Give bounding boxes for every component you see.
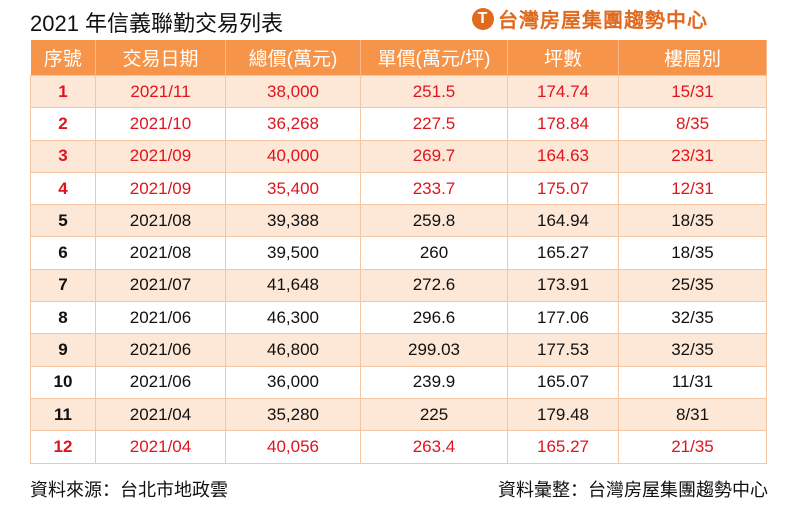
cell-floor: 21/35 [618, 430, 767, 464]
cell-date: 2021/10 [95, 107, 226, 141]
cell-total-price: 46,300 [225, 301, 361, 335]
cell-area: 165.27 [507, 236, 619, 270]
cell-index: 8 [30, 301, 96, 335]
cell-total-price: 36,268 [225, 107, 361, 141]
table-row: 3 2021/09 40,000 269.7 164.63 23/31 [30, 139, 767, 173]
cell-total-price: 38,000 [225, 74, 361, 109]
cell-area: 177.06 [507, 301, 619, 335]
cell-floor: 32/35 [618, 333, 767, 367]
cell-total-price: 35,280 [225, 397, 361, 432]
cell-index: 1 [30, 74, 96, 109]
cell-index: 10 [30, 365, 96, 399]
cell-total-price: 35,400 [225, 171, 361, 206]
cell-unit-price: 296.6 [360, 301, 508, 335]
cell-unit-price: 263.4 [360, 430, 508, 464]
cell-unit-price: 259.8 [360, 204, 508, 238]
cell-floor: 8/35 [618, 107, 767, 141]
cell-area: 178.84 [507, 107, 619, 141]
cell-date: 2021/09 [95, 139, 226, 173]
header-total-price: 總價(萬元) [225, 40, 361, 76]
header-floor: 樓層別 [618, 40, 767, 76]
cell-area: 179.48 [507, 397, 619, 432]
cell-unit-price: 260 [360, 236, 508, 270]
cell-date: 2021/06 [95, 301, 226, 335]
cell-date: 2021/07 [95, 268, 226, 303]
cell-index: 12 [30, 430, 96, 464]
header-unit-price: 單價(萬元/坪) [360, 40, 508, 76]
cell-unit-price: 233.7 [360, 171, 508, 206]
cell-floor: 32/35 [618, 301, 767, 335]
cell-date: 2021/06 [95, 333, 226, 367]
source-note: 資料來源：台北市地政雲 [30, 480, 228, 500]
cell-area: 164.63 [507, 139, 619, 173]
page-title: 2021 年信義聯勤交易列表 [30, 11, 284, 36]
table-row: 1 2021/11 38,000 251.5 174.74 15/31 [30, 74, 767, 109]
cell-floor: 12/31 [618, 171, 767, 206]
table-row: 12 2021/04 40,056 263.4 165.27 21/35 [30, 430, 767, 464]
header-index: 序號 [30, 40, 96, 76]
logo-text: 台灣房屋集團趨勢中心 [498, 10, 708, 32]
header-date: 交易日期 [95, 40, 226, 76]
table-row: 4 2021/09 35,400 233.7 175.07 12/31 [30, 171, 767, 206]
cell-floor: 18/35 [618, 204, 767, 238]
cell-unit-price: 251.5 [360, 74, 508, 109]
cell-total-price: 40,000 [225, 139, 361, 173]
cell-area: 174.74 [507, 74, 619, 109]
cell-unit-price: 227.5 [360, 107, 508, 141]
cell-area: 175.07 [507, 171, 619, 206]
table-row: 11 2021/04 35,280 225 179.48 8/31 [30, 397, 767, 432]
cell-area: 177.53 [507, 333, 619, 367]
table-row: 9 2021/06 46,800 299.03 177.53 32/35 [30, 333, 767, 367]
cell-area: 164.94 [507, 204, 619, 238]
transaction-table: 序號 交易日期 總價(萬元) 單價(萬元/坪) 坪數 樓層別 1 2021/11 3… [30, 40, 767, 464]
cell-index: 3 [30, 139, 96, 173]
cell-index: 4 [30, 171, 96, 206]
cell-unit-price: 272.6 [360, 268, 508, 303]
cell-total-price: 40,056 [225, 430, 361, 464]
cell-floor: 23/31 [618, 139, 767, 173]
cell-total-price: 39,388 [225, 204, 361, 238]
brand-logo: T 台灣房屋集團趨勢中心 [472, 4, 708, 33]
table-row: 8 2021/06 46,300 296.6 177.06 32/35 [30, 301, 767, 335]
compiled-note: 資料彙整：台灣房屋集團趨勢中心 [498, 480, 768, 500]
header-area: 坪數 [507, 40, 619, 76]
cell-floor: 25/35 [618, 268, 767, 303]
cell-floor: 15/31 [618, 74, 767, 109]
cell-index: 2 [30, 107, 96, 141]
table-row: 6 2021/08 39,500 260 165.27 18/35 [30, 236, 767, 270]
cell-index: 7 [30, 268, 96, 303]
table-row: 5 2021/08 39,388 259.8 164.94 18/35 [30, 204, 767, 238]
table-row: 7 2021/07 41,648 272.6 173.91 25/35 [30, 268, 767, 303]
logo-icon: T [472, 7, 494, 30]
cell-total-price: 36,000 [225, 365, 361, 399]
cell-total-price: 41,648 [225, 268, 361, 303]
cell-date: 2021/08 [95, 236, 226, 270]
cell-date: 2021/04 [95, 397, 226, 432]
cell-index: 9 [30, 333, 96, 367]
cell-date: 2021/04 [95, 430, 226, 464]
cell-date: 2021/08 [95, 204, 226, 238]
cell-area: 173.91 [507, 268, 619, 303]
cell-unit-price: 225 [360, 397, 508, 432]
cell-date: 2021/06 [95, 365, 226, 399]
cell-area: 165.07 [507, 365, 619, 399]
cell-area: 165.27 [507, 430, 619, 464]
table-header: 序號 交易日期 總價(萬元) 單價(萬元/坪) 坪數 樓層別 [30, 40, 767, 76]
cell-floor: 18/35 [618, 236, 767, 270]
cell-floor: 8/31 [618, 397, 767, 432]
table-row: 2 2021/10 36,268 227.5 178.84 8/35 [30, 107, 767, 141]
cell-floor: 11/31 [618, 365, 767, 399]
cell-index: 6 [30, 236, 96, 270]
cell-unit-price: 269.7 [360, 139, 508, 173]
table-row: 10 2021/06 36,000 239.9 165.07 11/31 [30, 365, 767, 399]
cell-date: 2021/11 [95, 74, 226, 109]
cell-index: 5 [30, 204, 96, 238]
cell-total-price: 46,800 [225, 333, 361, 367]
cell-unit-price: 299.03 [360, 333, 508, 367]
cell-total-price: 39,500 [225, 236, 361, 270]
cell-unit-price: 239.9 [360, 365, 508, 399]
cell-date: 2021/09 [95, 171, 226, 206]
cell-index: 11 [30, 397, 96, 432]
